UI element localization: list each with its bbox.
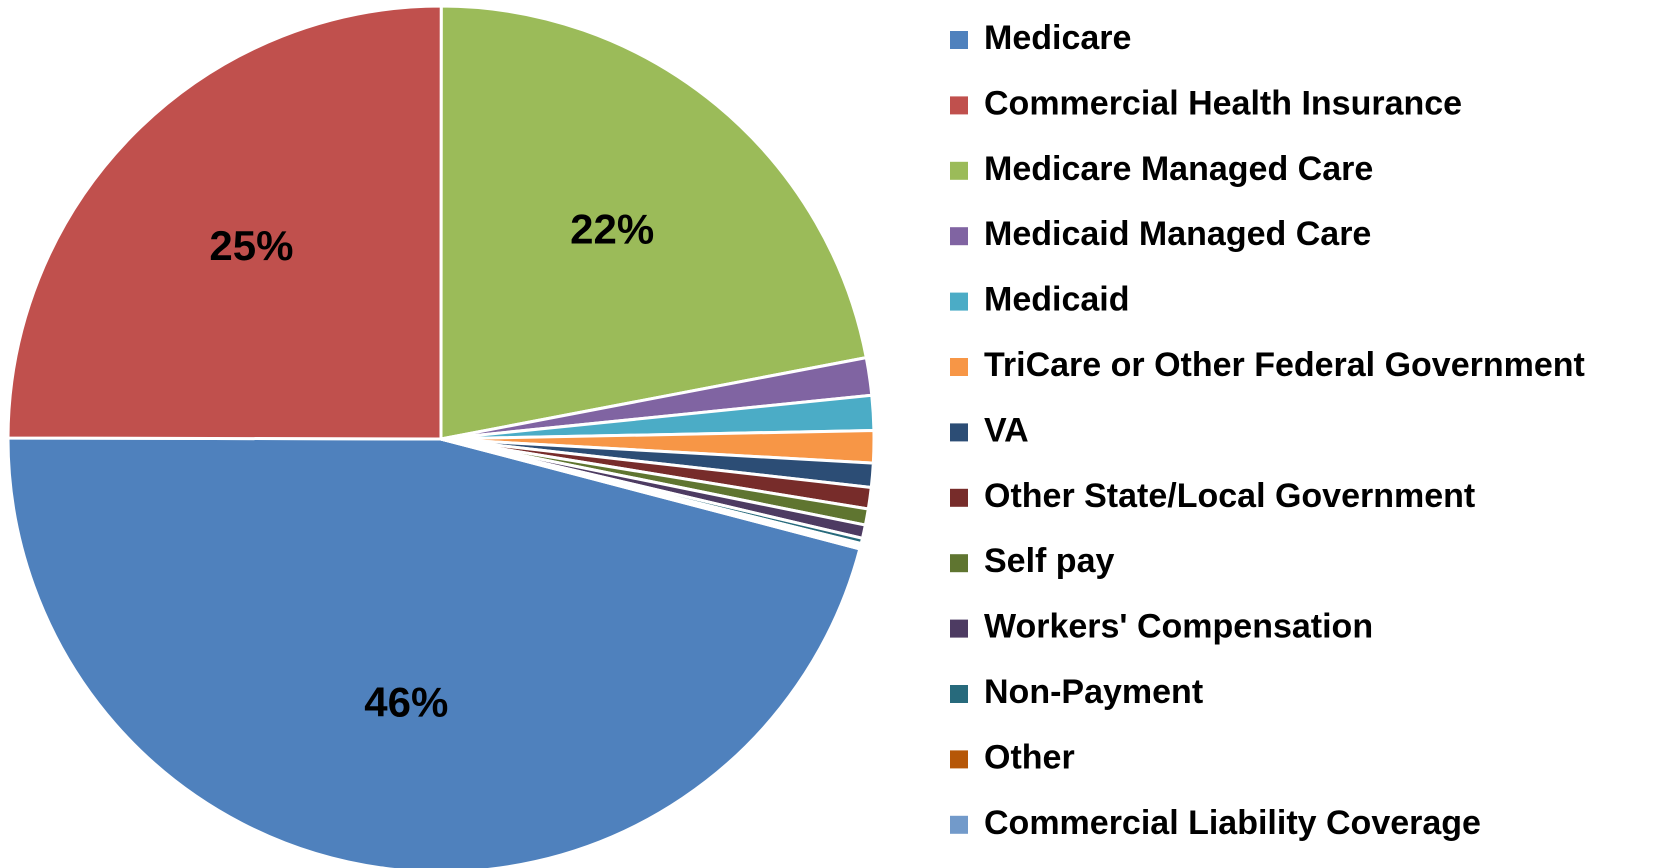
legend-swatch [950, 358, 968, 376]
pie-slice [439, 4, 868, 441]
legend-text: Commercial Liability Coverage [984, 804, 1481, 842]
legend-text: Other [984, 738, 1075, 776]
legend-swatch [950, 31, 968, 49]
value-label: 22% [570, 205, 654, 252]
legend-swatch [950, 554, 968, 573]
value-label: 46% [364, 678, 448, 725]
legend-text: Other State/Local Government [984, 477, 1475, 515]
legend-swatch [950, 488, 968, 507]
legend-text: Non-Payment [984, 673, 1203, 711]
legend-swatch [950, 619, 968, 638]
legend-text: Self pay [984, 542, 1114, 580]
legend-text: Medicare Managed Care [984, 150, 1373, 188]
legend-swatch [950, 96, 968, 115]
legend-text: VA [984, 411, 1029, 449]
pie-slice [6, 4, 443, 441]
value-label: 25% [209, 222, 293, 269]
legend-text: Commercial Health Insurance [984, 84, 1462, 122]
pie-slice [439, 437, 863, 551]
legend-text: TriCare or Other Federal Government [984, 346, 1585, 384]
pie-slice [6, 436, 862, 868]
legend-text: Medicaid Managed Care [984, 215, 1371, 253]
legend-text: Workers' Compensation [984, 608, 1373, 646]
value-labels: 46% 25% 22% [209, 205, 654, 725]
legend-swatch [950, 227, 968, 246]
pie [6, 4, 876, 868]
legend: Medicare Commercial Health Insurance Medic… [950, 19, 1585, 842]
legend-swatch [950, 423, 968, 442]
legend-text: Medicaid [984, 281, 1129, 319]
legend-text: Medicare [984, 19, 1131, 57]
legend-swatch [950, 685, 968, 703]
legend-swatch [950, 161, 968, 180]
legend-swatch [950, 750, 968, 769]
legend-swatch [950, 292, 968, 311]
legend-swatch [950, 815, 968, 834]
